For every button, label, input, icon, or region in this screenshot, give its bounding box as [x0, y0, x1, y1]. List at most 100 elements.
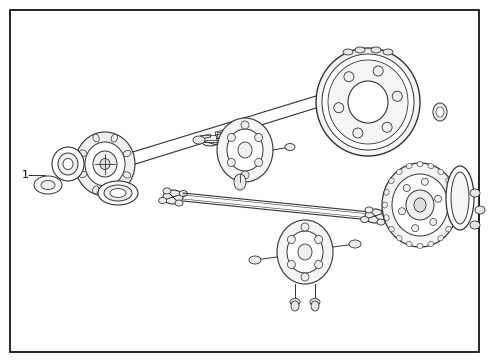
- Ellipse shape: [234, 174, 245, 190]
- Circle shape: [314, 261, 322, 269]
- Ellipse shape: [383, 189, 388, 195]
- Ellipse shape: [202, 138, 218, 146]
- Ellipse shape: [383, 215, 388, 221]
- Ellipse shape: [310, 301, 318, 311]
- Ellipse shape: [63, 158, 73, 170]
- Circle shape: [254, 134, 262, 141]
- Ellipse shape: [193, 136, 204, 144]
- Ellipse shape: [396, 169, 401, 175]
- Circle shape: [352, 128, 362, 138]
- Ellipse shape: [348, 240, 360, 248]
- Ellipse shape: [123, 150, 131, 157]
- Circle shape: [381, 122, 391, 132]
- Ellipse shape: [163, 188, 171, 194]
- Ellipse shape: [445, 166, 473, 230]
- Ellipse shape: [445, 178, 450, 184]
- Circle shape: [254, 158, 262, 166]
- Ellipse shape: [321, 54, 413, 150]
- Ellipse shape: [158, 198, 166, 203]
- Circle shape: [343, 72, 353, 82]
- Circle shape: [434, 195, 441, 202]
- Ellipse shape: [175, 200, 183, 206]
- Ellipse shape: [79, 171, 87, 177]
- Ellipse shape: [309, 298, 319, 306]
- Ellipse shape: [416, 243, 422, 248]
- Circle shape: [421, 178, 427, 185]
- Circle shape: [429, 219, 436, 225]
- Ellipse shape: [416, 162, 422, 166]
- Ellipse shape: [388, 178, 393, 184]
- Ellipse shape: [111, 134, 117, 142]
- Ellipse shape: [347, 81, 387, 123]
- Ellipse shape: [342, 49, 352, 55]
- Ellipse shape: [93, 134, 99, 142]
- Ellipse shape: [391, 174, 447, 236]
- Circle shape: [241, 171, 248, 179]
- Ellipse shape: [437, 169, 443, 175]
- Ellipse shape: [93, 151, 117, 177]
- Circle shape: [301, 223, 308, 231]
- Circle shape: [301, 273, 308, 281]
- Ellipse shape: [34, 176, 62, 194]
- Circle shape: [227, 158, 235, 166]
- Ellipse shape: [406, 242, 411, 247]
- Ellipse shape: [450, 172, 468, 224]
- Polygon shape: [217, 132, 232, 137]
- Text: 1-: 1-: [22, 170, 33, 180]
- Ellipse shape: [360, 216, 368, 222]
- Ellipse shape: [79, 150, 87, 156]
- Ellipse shape: [100, 158, 110, 170]
- Ellipse shape: [289, 298, 299, 306]
- Circle shape: [287, 235, 295, 243]
- Ellipse shape: [450, 215, 455, 221]
- Ellipse shape: [370, 47, 380, 53]
- Ellipse shape: [364, 209, 384, 223]
- Ellipse shape: [427, 163, 433, 168]
- Ellipse shape: [413, 198, 425, 212]
- Ellipse shape: [469, 221, 479, 229]
- Ellipse shape: [85, 142, 125, 186]
- Ellipse shape: [290, 301, 298, 311]
- Ellipse shape: [432, 103, 446, 121]
- Ellipse shape: [217, 118, 272, 182]
- Ellipse shape: [276, 220, 332, 284]
- Circle shape: [391, 91, 402, 101]
- Ellipse shape: [474, 206, 484, 214]
- Circle shape: [227, 134, 235, 141]
- Ellipse shape: [382, 202, 386, 208]
- Circle shape: [241, 121, 248, 129]
- Circle shape: [314, 235, 322, 243]
- Ellipse shape: [406, 163, 411, 168]
- Ellipse shape: [285, 144, 294, 150]
- Ellipse shape: [104, 185, 132, 201]
- Ellipse shape: [94, 155, 106, 181]
- Ellipse shape: [52, 147, 84, 181]
- Ellipse shape: [58, 153, 78, 175]
- Ellipse shape: [226, 129, 263, 171]
- Ellipse shape: [469, 189, 479, 197]
- Ellipse shape: [405, 190, 433, 220]
- Ellipse shape: [452, 202, 457, 208]
- Ellipse shape: [98, 181, 138, 205]
- Ellipse shape: [354, 47, 364, 53]
- Ellipse shape: [427, 242, 433, 247]
- Ellipse shape: [110, 186, 117, 194]
- Circle shape: [287, 261, 295, 269]
- Circle shape: [411, 225, 418, 232]
- Ellipse shape: [327, 60, 407, 144]
- Ellipse shape: [163, 190, 183, 204]
- Ellipse shape: [123, 172, 130, 178]
- Ellipse shape: [445, 226, 450, 232]
- Polygon shape: [200, 135, 216, 140]
- Circle shape: [403, 185, 409, 192]
- Ellipse shape: [315, 48, 419, 156]
- Ellipse shape: [437, 235, 443, 241]
- Ellipse shape: [364, 207, 372, 213]
- Ellipse shape: [286, 231, 323, 273]
- Ellipse shape: [297, 244, 311, 260]
- Ellipse shape: [381, 163, 457, 247]
- Ellipse shape: [376, 219, 384, 225]
- Ellipse shape: [110, 189, 126, 198]
- Ellipse shape: [248, 256, 261, 264]
- Circle shape: [372, 66, 383, 76]
